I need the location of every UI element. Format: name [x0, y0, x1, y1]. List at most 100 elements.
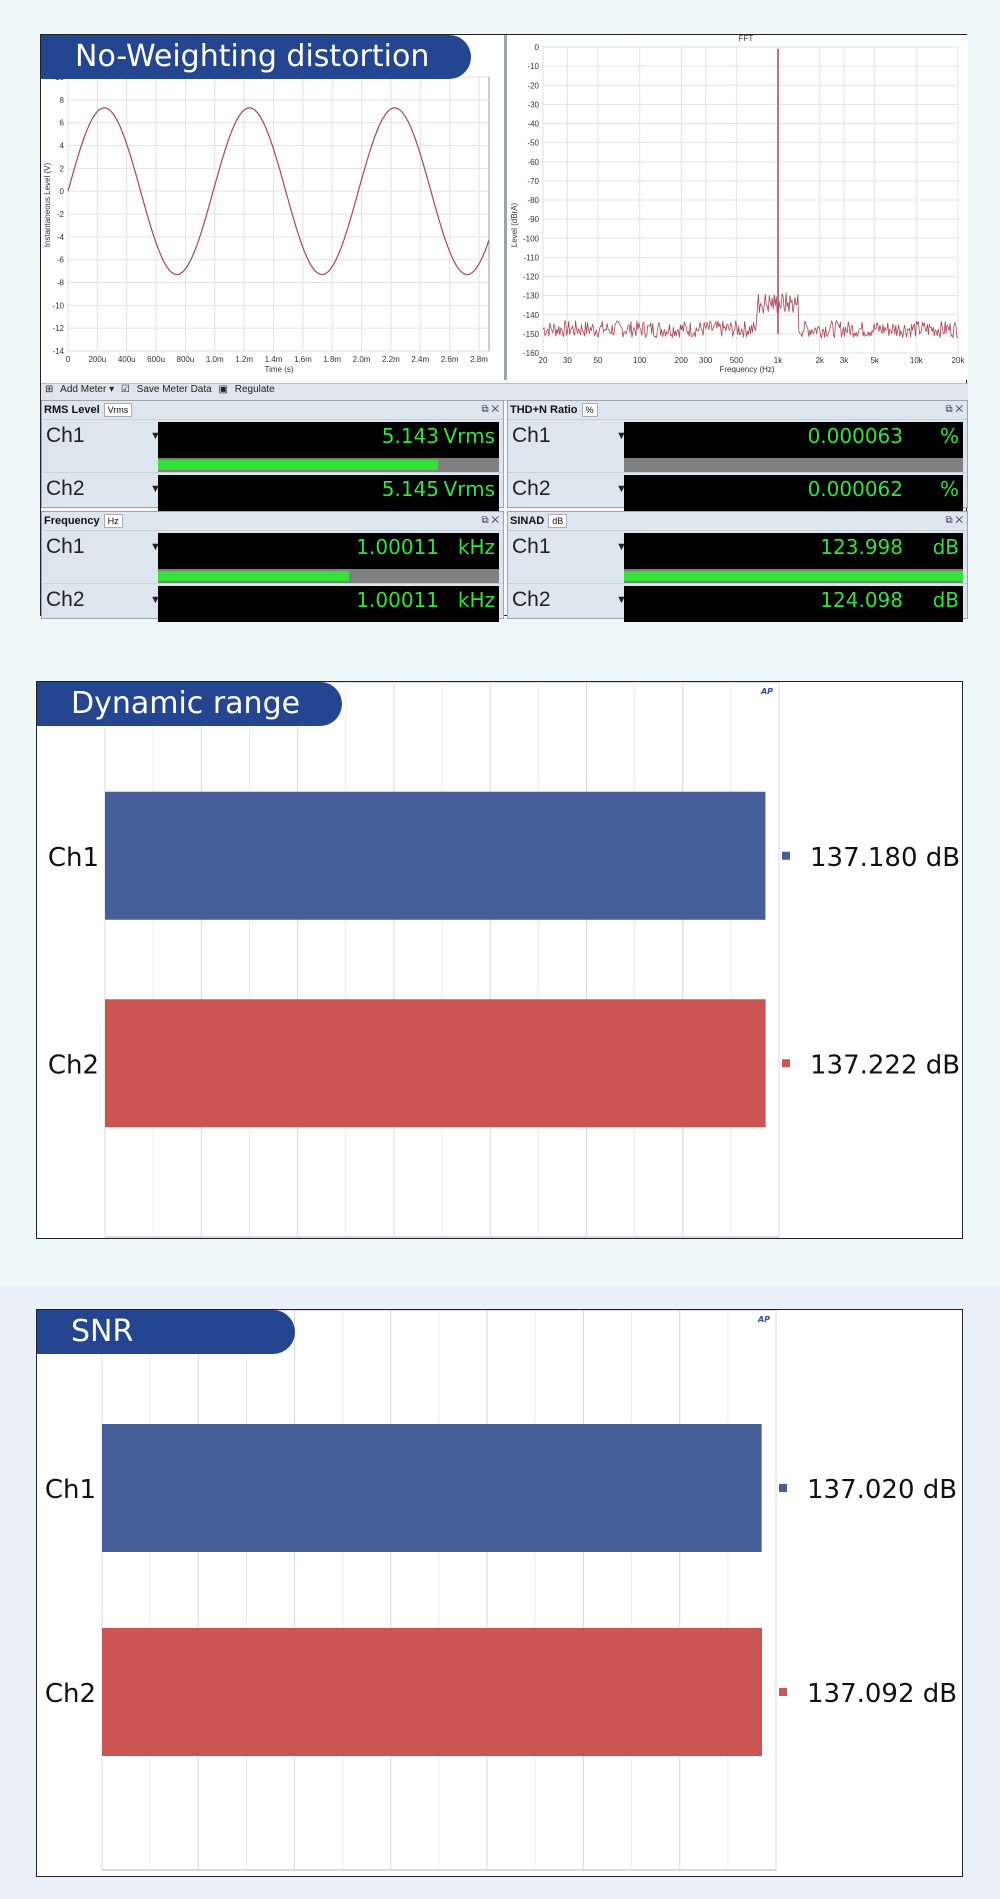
- waveform-xtick: 400u: [118, 355, 136, 364]
- waveform-xtick: 1.0m: [206, 355, 224, 364]
- meter-unit-select[interactable]: %: [581, 403, 598, 417]
- category-label: Ch2: [48, 1050, 99, 1080]
- data-label: 137.180 dB: [810, 843, 960, 873]
- meter-unit: kHz: [457, 535, 495, 559]
- meter-level-bar: [624, 569, 963, 583]
- save-meter-label: Save Meter Data: [136, 384, 212, 395]
- meter-unit-select[interactable]: Vrms: [103, 403, 133, 417]
- fft-ytick: -110: [524, 253, 540, 262]
- meter-title: RMS Level: [44, 404, 100, 416]
- fft-ytick: -40: [527, 120, 539, 129]
- meter-level-bar: [158, 569, 499, 583]
- meter-value: 1.00011: [356, 588, 439, 612]
- snr-panel: 020406080100120140Signal to Noise Ratio …: [36, 1309, 963, 1899]
- meter-sinad: SINAD dB ⧉ ✕ Ch1 ▼ 123.998 dB Ch2 ▼ 124.098 dB: [507, 511, 968, 622]
- section-tag-label: SNR: [71, 1314, 134, 1349]
- meter-unit: %: [939, 424, 959, 448]
- meter-unit-select[interactable]: dB: [548, 514, 568, 528]
- meter-title: SINAD: [510, 515, 545, 527]
- channel-dropdown-icon[interactable]: ▼: [150, 430, 161, 442]
- waveform-xtick: 2.2m: [382, 355, 400, 364]
- meter-close-icon[interactable]: ⧉ ✕: [945, 515, 963, 526]
- fft-ytick: -120: [523, 273, 540, 282]
- fft-ytick: 0: [535, 43, 540, 52]
- meter-rms-level: RMS Level Vrms ⧉ ✕ Ch1 ▼ 5.143 Vrms Ch2 ▼ 5.145 Vr…: [41, 400, 504, 511]
- waveform-ytick: -4: [57, 233, 65, 242]
- meter-value: 0.000062: [807, 477, 903, 501]
- data-label: 137.092 dB: [807, 1679, 957, 1709]
- category-label: Ch2: [45, 1679, 96, 1709]
- meter-close-icon[interactable]: ⧉ ✕: [481, 404, 499, 415]
- section-tag-dynamic-range: Dynamic range: [37, 682, 342, 726]
- fft-ytick: -90: [527, 215, 539, 224]
- fft-xtick: 200: [675, 356, 689, 365]
- fft-xtick: 20k: [952, 356, 966, 365]
- channel-dropdown-icon[interactable]: ▼: [616, 594, 627, 606]
- legend-swatch: [779, 1484, 787, 1492]
- fft-xtick: 1k: [774, 356, 783, 365]
- meter-display: 123.998 dB: [624, 533, 963, 569]
- meter-channel-label: Ch1: [512, 424, 551, 447]
- meter-header: RMS Level Vrms ⧉ ✕: [42, 401, 503, 419]
- meter-level-fill: [624, 571, 963, 581]
- legend-swatch: [782, 851, 790, 860]
- meter-unit: Vrms: [443, 424, 495, 448]
- channel-dropdown-icon[interactable]: ▼: [150, 541, 161, 553]
- channel-dropdown-icon[interactable]: ▼: [616, 541, 627, 553]
- legend-swatch: [779, 1688, 787, 1696]
- category-label: Ch1: [48, 843, 99, 873]
- channel-dropdown-icon[interactable]: ▼: [150, 483, 161, 495]
- section-tag-label: No-Weighting distortion: [75, 39, 430, 74]
- fft-ytick: -60: [527, 158, 539, 167]
- meter-row: Ch2 ▼ 1.00011 kHz: [42, 583, 503, 622]
- meter-level-bar: [158, 458, 499, 472]
- meter-display: 0.000063%: [624, 422, 963, 458]
- meter-display: 5.145 Vrms: [158, 475, 499, 511]
- channel-dropdown-icon[interactable]: ▼: [616, 483, 627, 495]
- snr-chart: 020406080100120140Signal to Noise Ratio …: [45, 1309, 957, 1899]
- fft-ytick: -10: [527, 62, 539, 71]
- meter-unit-select[interactable]: Hz: [103, 514, 123, 528]
- bar-ch1: [105, 791, 766, 920]
- save-meter-button[interactable]: ☑ Save Meter Data: [120, 384, 212, 395]
- fft-noise-trace: [542, 292, 959, 340]
- regulate-label: Regulate: [234, 384, 275, 395]
- meter-channel-label: Ch2: [512, 588, 551, 611]
- meter-close-icon[interactable]: ⧉ ✕: [945, 404, 963, 415]
- waveform-xtick: 2.6m: [441, 355, 459, 364]
- meter-display: 124.098 dB: [624, 586, 963, 622]
- waveform-xtick: 1.4m: [265, 355, 283, 364]
- meter-header: SINAD dB ⧉ ✕: [508, 512, 967, 530]
- meter-close-icon[interactable]: ⧉ ✕: [481, 515, 499, 526]
- channel-dropdown-icon[interactable]: ▼: [150, 594, 161, 606]
- fft-xtick: 300: [699, 356, 713, 365]
- waveform-ytick: -2: [57, 210, 65, 219]
- meter-channel-label: Ch1: [46, 535, 85, 558]
- meter-title: THD+N Ratio: [510, 404, 578, 416]
- dynamic-range-panel: 020406080100120140Dynamic Range - AES17 …: [36, 681, 963, 1284]
- distortion-panel: Instantaneous Level (V) Time (s) 1086420…: [40, 34, 968, 622]
- meter-thd-n-ratio: THD+N Ratio% ⧉ ✕ Ch1 ▼ 0.000063% Ch2 ▼ 0.000062…: [507, 400, 968, 511]
- meter-channel-label: Ch1: [46, 424, 85, 447]
- meter-value: 124.098: [820, 588, 903, 612]
- meter-value: 5.145: [381, 477, 439, 501]
- waveform-xtick: 1.2m: [235, 355, 253, 364]
- section-tag-distortion: No-Weighting distortion: [41, 35, 471, 79]
- meter-value: 0.000063: [807, 424, 903, 448]
- meter-unit: Vrms: [443, 477, 495, 501]
- fft-plot: FFT Level (dBrA) Frequency (Hz) 0 -10 -20 -…: [507, 34, 968, 380]
- waveform-ytick: -14: [52, 347, 64, 356]
- add-meter-button[interactable]: ⊞ Add Meter ▾: [45, 384, 115, 395]
- fft-ytick: -50: [527, 139, 539, 148]
- fft-xtick: 30: [563, 356, 572, 365]
- regulate-button[interactable]: ▣ Regulate: [218, 384, 275, 395]
- meter-header: THD+N Ratio% ⧉ ✕: [508, 401, 967, 419]
- meter-level-bar: [624, 458, 963, 472]
- fft-title: FFT: [739, 35, 754, 43]
- meter-unit: dB: [932, 535, 959, 559]
- meter-value: 1.00011: [356, 535, 439, 559]
- meter-channel-label: Ch2: [46, 588, 85, 611]
- dynamic-range-chart: 020406080100120140Dynamic Range - AES17 …: [48, 681, 960, 1284]
- channel-dropdown-icon[interactable]: ▼: [616, 430, 627, 442]
- add-meter-label: Add Meter: [60, 384, 107, 395]
